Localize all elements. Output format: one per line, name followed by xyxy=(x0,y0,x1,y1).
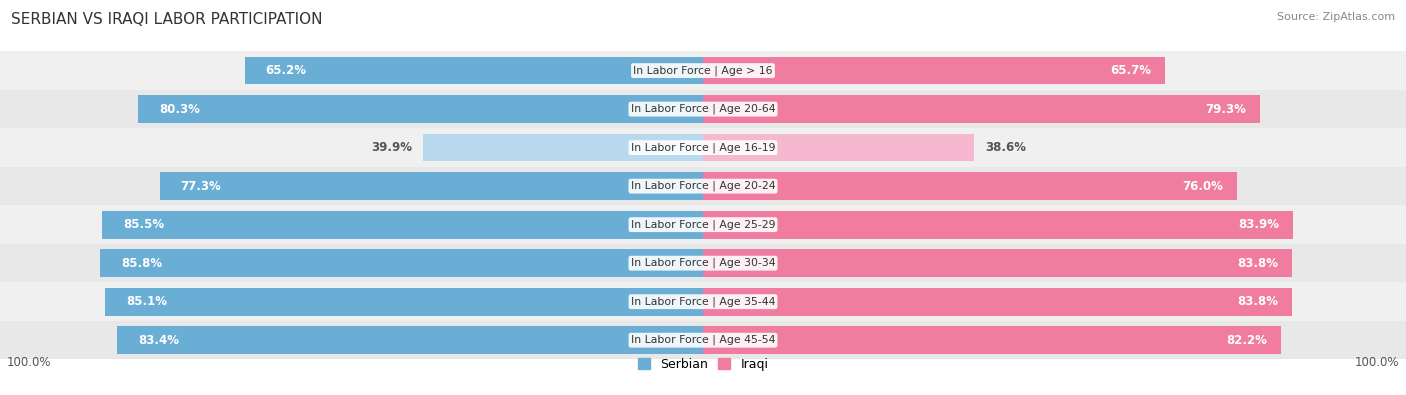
Text: In Labor Force | Age 20-64: In Labor Force | Age 20-64 xyxy=(631,104,775,115)
Text: 85.8%: 85.8% xyxy=(121,257,162,270)
Text: SERBIAN VS IRAQI LABOR PARTICIPATION: SERBIAN VS IRAQI LABOR PARTICIPATION xyxy=(11,12,323,27)
Text: 77.3%: 77.3% xyxy=(181,180,221,193)
Bar xyxy=(0,167,1406,205)
Bar xyxy=(703,134,974,162)
Text: 100.0%: 100.0% xyxy=(1354,356,1399,369)
Text: In Labor Force | Age > 16: In Labor Force | Age > 16 xyxy=(633,65,773,76)
Text: In Labor Force | Age 30-34: In Labor Force | Age 30-34 xyxy=(631,258,775,269)
Bar xyxy=(160,172,703,200)
Bar xyxy=(245,57,703,85)
Bar xyxy=(0,51,1406,90)
Text: 83.4%: 83.4% xyxy=(138,334,179,347)
Bar xyxy=(703,57,1164,85)
Text: 82.2%: 82.2% xyxy=(1226,334,1267,347)
Bar xyxy=(423,134,703,162)
Text: 100.0%: 100.0% xyxy=(7,356,52,369)
Text: 83.9%: 83.9% xyxy=(1237,218,1279,231)
Bar xyxy=(139,95,703,123)
Bar xyxy=(0,90,1406,128)
Text: 85.1%: 85.1% xyxy=(127,295,167,308)
Bar xyxy=(703,211,1294,239)
Text: Source: ZipAtlas.com: Source: ZipAtlas.com xyxy=(1277,12,1395,22)
Bar xyxy=(103,211,703,239)
Text: In Labor Force | Age 25-29: In Labor Force | Age 25-29 xyxy=(631,219,775,230)
Text: In Labor Force | Age 16-19: In Labor Force | Age 16-19 xyxy=(631,142,775,153)
Text: In Labor Force | Age 20-24: In Labor Force | Age 20-24 xyxy=(631,181,775,192)
Bar xyxy=(703,288,1292,316)
Bar xyxy=(703,326,1281,354)
Text: 38.6%: 38.6% xyxy=(984,141,1026,154)
Bar xyxy=(0,128,1406,167)
Text: 79.3%: 79.3% xyxy=(1205,103,1247,116)
Bar xyxy=(0,244,1406,282)
Bar xyxy=(0,321,1406,359)
Text: 83.8%: 83.8% xyxy=(1237,295,1278,308)
Bar xyxy=(703,172,1237,200)
Bar xyxy=(703,95,1261,123)
Text: 83.8%: 83.8% xyxy=(1237,257,1278,270)
Bar xyxy=(0,282,1406,321)
Text: 85.5%: 85.5% xyxy=(124,218,165,231)
Text: In Labor Force | Age 35-44: In Labor Force | Age 35-44 xyxy=(631,296,775,307)
Text: 80.3%: 80.3% xyxy=(160,103,201,116)
Bar xyxy=(117,326,703,354)
Bar xyxy=(0,205,1406,244)
Bar xyxy=(100,249,703,277)
Legend: Serbian, Iraqi: Serbian, Iraqi xyxy=(637,358,769,371)
Bar xyxy=(703,249,1292,277)
Text: 65.7%: 65.7% xyxy=(1109,64,1150,77)
Text: 39.9%: 39.9% xyxy=(371,141,412,154)
Text: In Labor Force | Age 45-54: In Labor Force | Age 45-54 xyxy=(631,335,775,346)
Bar xyxy=(105,288,703,316)
Text: 65.2%: 65.2% xyxy=(266,64,307,77)
Text: 76.0%: 76.0% xyxy=(1182,180,1223,193)
